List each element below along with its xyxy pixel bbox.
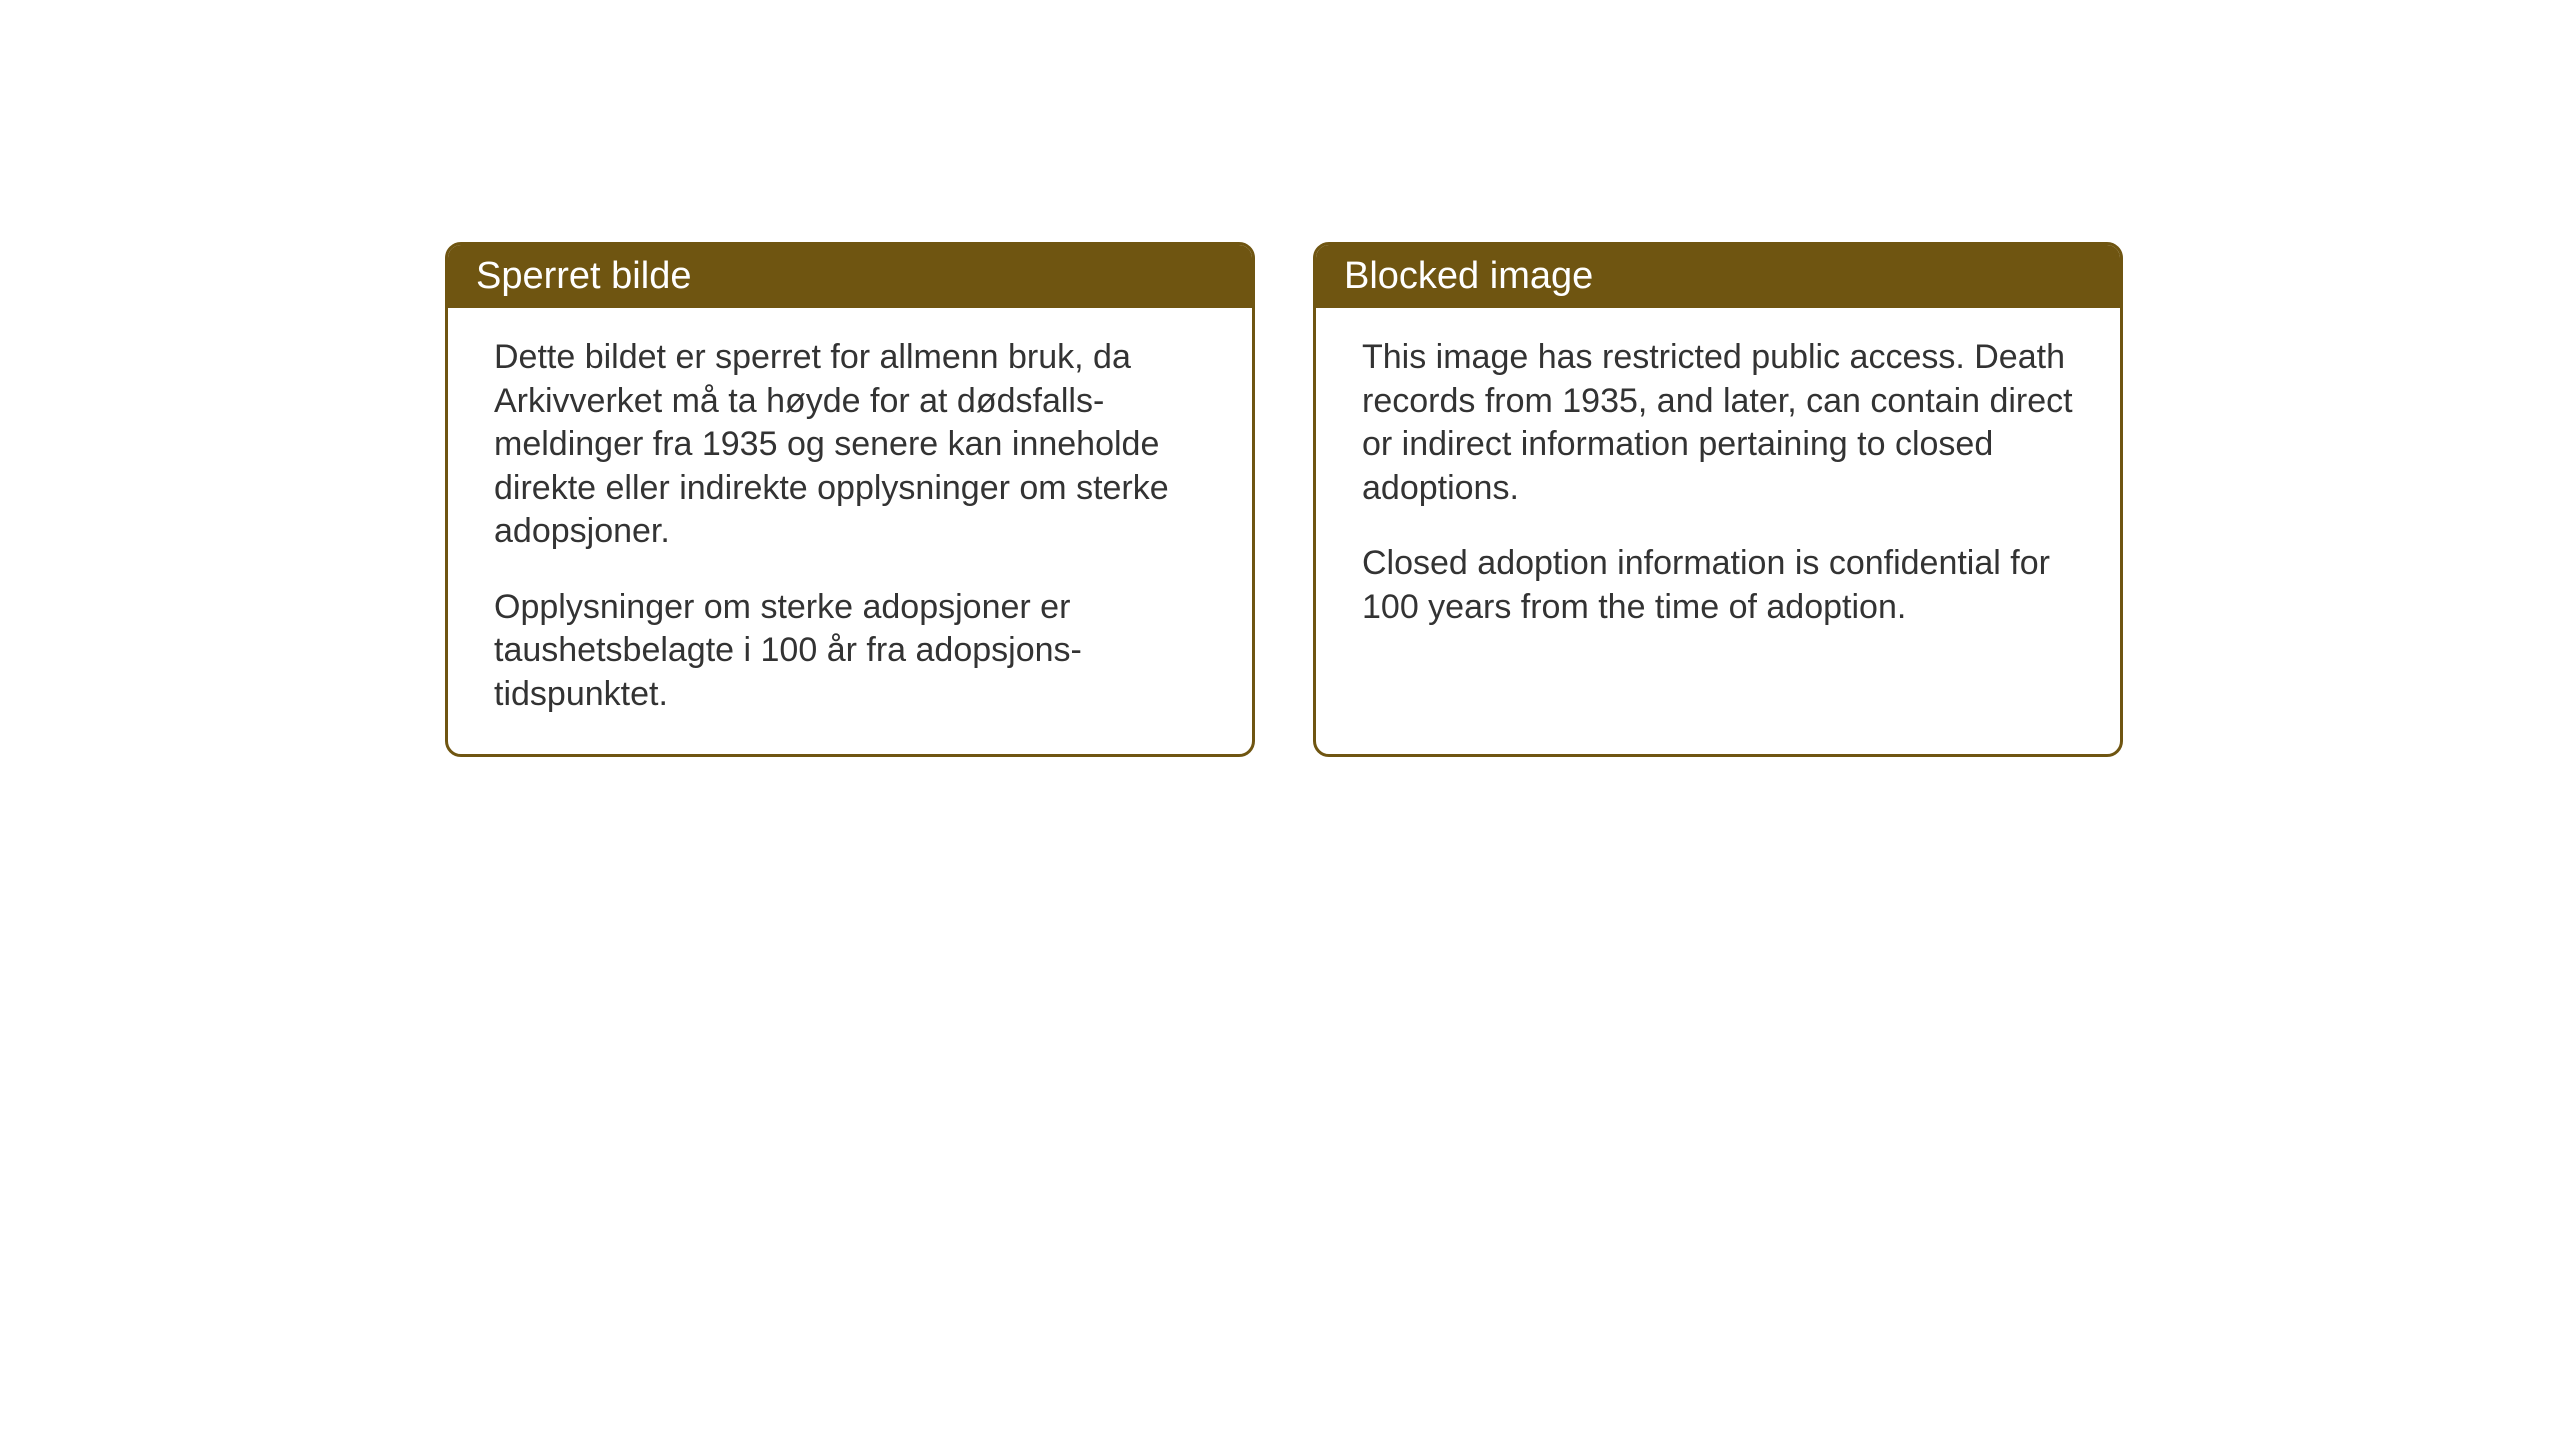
notice-box-norwegian: Sperret bilde Dette bildet er sperret fo… [445, 242, 1255, 757]
notices-container: Sperret bilde Dette bildet er sperret fo… [445, 242, 2123, 757]
notice-body-english: This image has restricted public access.… [1316, 308, 2120, 667]
notice-title-english: Blocked image [1344, 255, 1593, 297]
notice-title-norwegian: Sperret bilde [476, 255, 691, 297]
notice-paragraph-2-norwegian: Opplysninger om sterke adopsjoner er tau… [494, 586, 1206, 717]
notice-body-norwegian: Dette bildet er sperret for allmenn bruk… [448, 308, 1252, 754]
notice-box-english: Blocked image This image has restricted … [1313, 242, 2123, 757]
notice-paragraph-2-english: Closed adoption information is confident… [1362, 542, 2074, 629]
notice-paragraph-1-norwegian: Dette bildet er sperret for allmenn bruk… [494, 336, 1206, 554]
notice-header-norwegian: Sperret bilde [448, 245, 1252, 308]
notice-header-english: Blocked image [1316, 245, 2120, 308]
notice-paragraph-1-english: This image has restricted public access.… [1362, 336, 2074, 510]
